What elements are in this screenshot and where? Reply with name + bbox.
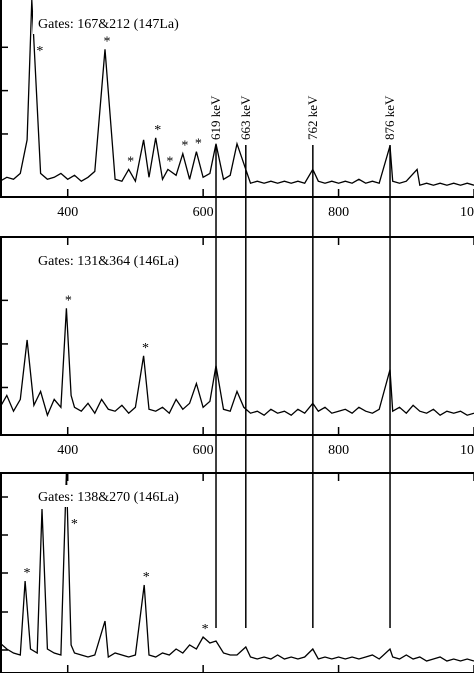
peak-marker: * xyxy=(166,154,173,169)
peak-marker: * xyxy=(65,293,72,308)
peak-marker: * xyxy=(202,622,209,637)
spectrum-line xyxy=(0,0,474,187)
energy-label: 762 keV xyxy=(305,95,320,140)
peak-marker: * xyxy=(181,139,188,154)
x-tick-label: 600 xyxy=(193,443,214,458)
peak-marker: * xyxy=(36,44,43,59)
peak-marker: * xyxy=(154,123,161,138)
title-bg xyxy=(33,485,185,507)
peak-marker: * xyxy=(103,34,110,49)
energy-label: 876 keV xyxy=(382,95,397,140)
peak-marker: * xyxy=(24,566,31,581)
x-tick-label: 800 xyxy=(328,443,349,458)
panel: 400 600 800 1000 * * Gates: 131&364 (146La) xyxy=(0,236,474,458)
title-bg xyxy=(33,249,185,271)
x-tick-label: 400 xyxy=(57,205,78,220)
x-tick-label: 1000 xyxy=(460,205,474,220)
peak-marker: * xyxy=(71,517,78,532)
panel-title: Gates: 167&212 (147La) xyxy=(38,17,179,32)
peak-marker: * xyxy=(195,137,202,152)
x-tick-label: 800 xyxy=(328,205,349,220)
x-tick-label: 400 xyxy=(57,443,78,458)
spectrum-line xyxy=(0,473,474,662)
peak-marker: * xyxy=(143,570,150,585)
peak-marker: * xyxy=(142,341,149,356)
x-tick-label: 600 xyxy=(193,205,214,220)
panel: 400 600 800 1000 * * * * * * * Gates: 167&212 (147L… xyxy=(0,0,474,220)
panel-title: Gates: 131&364 (146La) xyxy=(38,254,179,269)
panel: *****Gates: 138&270 (146La) xyxy=(0,472,474,673)
peak-marker: * xyxy=(127,154,134,169)
energy-label: 619 keV xyxy=(208,95,223,140)
x-tick-label: 1000 xyxy=(460,443,474,458)
title-bg xyxy=(33,12,185,34)
energy-label: 663 keV xyxy=(238,95,253,140)
panel-title: Gates: 138&270 (146La) xyxy=(38,490,179,505)
spectrum-line xyxy=(0,308,474,418)
